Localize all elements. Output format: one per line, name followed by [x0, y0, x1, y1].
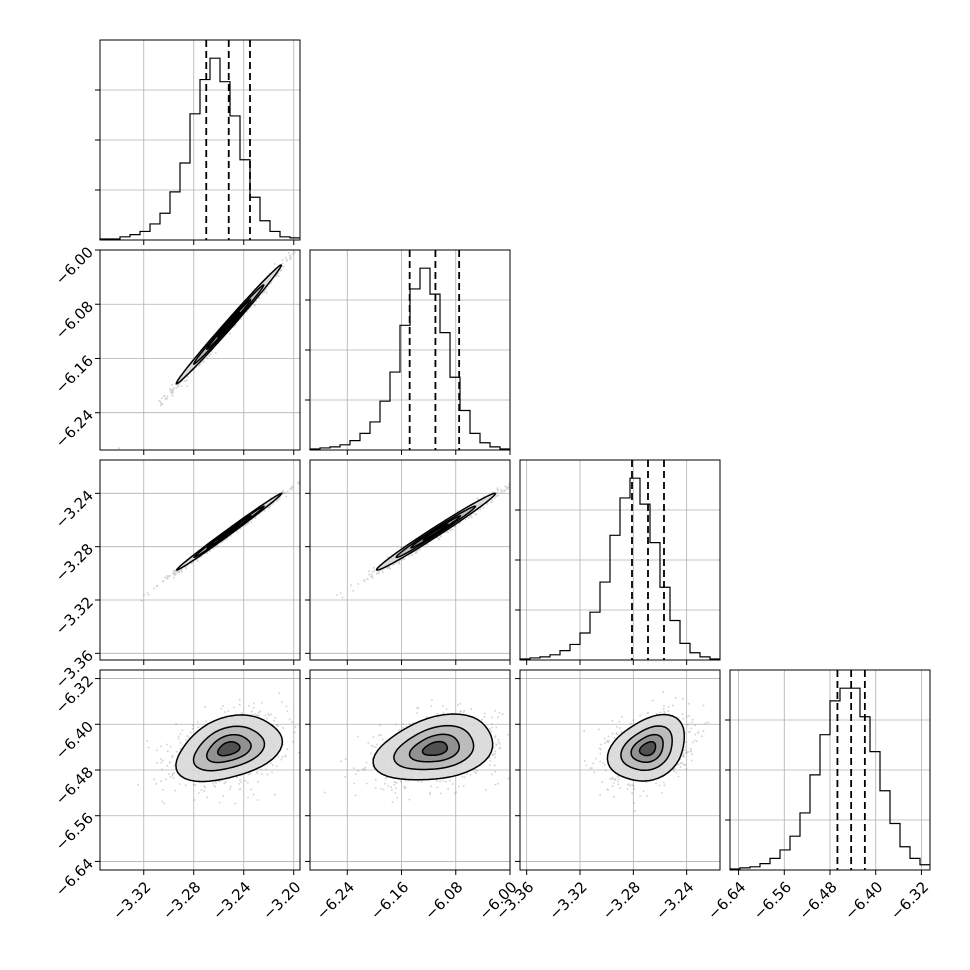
panel-frame [519, 459, 721, 661]
panel-frame [99, 459, 301, 661]
y-tick-label: −6.08 [52, 298, 97, 343]
scatter-cloud [140, 481, 300, 602]
pair-panel-2-1 [305, 459, 511, 665]
scatter-cloud [137, 692, 300, 805]
pair-panel-3-2: −3.36 −3.32 −3.28 −3.24 [492, 669, 721, 923]
x-tick-label: −6.40 [841, 878, 886, 923]
y-tick-label: −3.24 [52, 487, 97, 532]
scatter-cloud [336, 483, 510, 599]
y-tick-label: −3.28 [52, 540, 97, 585]
x-tick-label: −3.28 [159, 878, 204, 923]
y-tick-label: −3.32 [52, 593, 97, 638]
scatter-cloud [583, 691, 709, 812]
y-tick-label: −6.24 [52, 406, 97, 451]
x-tick-label: −6.64 [704, 878, 749, 923]
y-tick-label: −6.00 [52, 243, 97, 288]
density-contour-3 [216, 523, 241, 541]
density-contour-3 [638, 740, 657, 757]
pair-panel-2-0: −3.36−3.32−3.28−3.24 [52, 459, 301, 692]
panel-frame [309, 459, 511, 661]
y-tick-label: −6.56 [52, 809, 97, 854]
x-tick-label: −6.08 [421, 878, 466, 923]
density-contour-3 [421, 740, 449, 757]
histogram-2 [519, 477, 720, 660]
x-tick-label: −6.32 [887, 878, 932, 923]
hist-panel-0 [95, 39, 301, 245]
y-tick-label: −6.64 [52, 855, 97, 900]
panel-frame [309, 249, 511, 451]
histogram-0 [99, 57, 300, 240]
y-tick-label: −6.48 [52, 763, 97, 808]
density-contour-3 [216, 311, 241, 338]
panel-frame [99, 249, 301, 451]
density-contour-3 [216, 741, 241, 757]
x-tick-label: −6.48 [796, 878, 841, 923]
x-tick-label: −6.24 [313, 878, 358, 923]
x-tick-label: −3.24 [652, 878, 697, 923]
x-tick-label: −3.32 [546, 878, 591, 923]
y-tick-label: −6.40 [52, 718, 97, 763]
panel-frame [99, 39, 301, 241]
hist-panel-3: −6.64 −6.56 −6.48 −6.40 −6.32 [704, 669, 932, 923]
x-tick-label: −3.20 [259, 878, 304, 923]
hist-panel-2 [515, 459, 721, 665]
y-tick-label: −6.16 [52, 352, 97, 397]
density-contour-3 [422, 523, 449, 541]
histogram-3 [729, 687, 930, 870]
x-tick-label: −3.32 [109, 878, 154, 923]
x-tick-label: −3.24 [209, 878, 254, 923]
scatter-cloud [323, 699, 510, 803]
x-tick-label: −3.28 [599, 878, 644, 923]
pair-panel-3-1: −6.24 −6.16 −6.08 −6.00 [305, 669, 521, 923]
pair-panel-3-0: −3.32 −3.28 −3.24 −3.20 −6.64−6.56−6.48−6.40… [52, 669, 305, 923]
histogram-1 [309, 267, 510, 450]
hist-panel-1 [305, 249, 511, 455]
scatter-cloud [118, 250, 298, 449]
x-tick-label: −6.16 [367, 878, 412, 923]
x-tick-label: −6.56 [750, 878, 795, 923]
pair-panel-1-0: −6.24 −6.16 −6.08 −6.00 [52, 243, 301, 455]
